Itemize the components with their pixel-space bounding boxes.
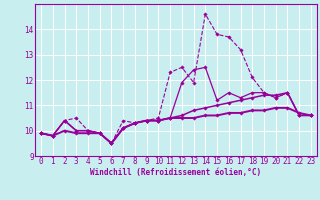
X-axis label: Windchill (Refroidissement éolien,°C): Windchill (Refroidissement éolien,°C) — [91, 168, 261, 177]
